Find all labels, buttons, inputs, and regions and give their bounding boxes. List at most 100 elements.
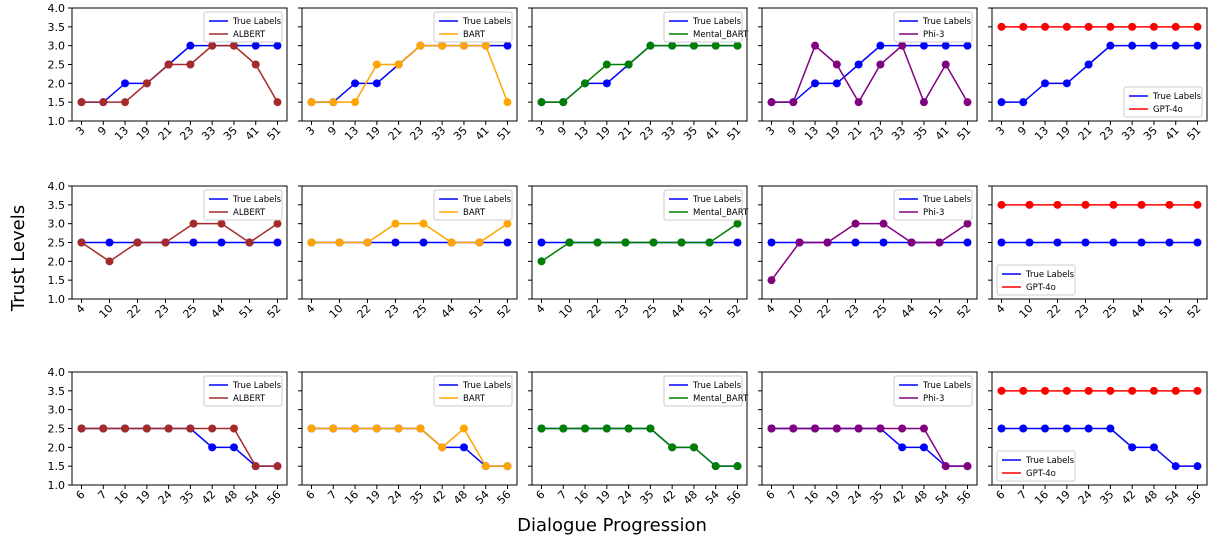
legend-label: BART bbox=[463, 208, 486, 218]
data-point-true-labels bbox=[997, 424, 1006, 433]
data-point-phi-3 bbox=[851, 219, 860, 228]
data-point-gpt-4o bbox=[1193, 386, 1202, 395]
data-point-phi-3 bbox=[963, 462, 972, 471]
data-point-bart bbox=[447, 238, 456, 247]
x-tick-label: 9 bbox=[95, 124, 109, 138]
x-tick-label: 23 bbox=[153, 302, 172, 321]
data-point-true-labels bbox=[1041, 79, 1050, 88]
data-point-mental-bart bbox=[559, 424, 568, 433]
data-point-phi-3 bbox=[963, 219, 972, 228]
series-line-phi-3 bbox=[771, 44, 969, 104]
data-point-true-labels bbox=[963, 238, 972, 247]
x-tick-label: 54 bbox=[1163, 488, 1182, 507]
x-tick-label: 25 bbox=[641, 302, 660, 321]
y-tick-label: 2.0 bbox=[48, 255, 66, 268]
x-tick-label: 52 bbox=[265, 302, 284, 321]
legend-label: BART bbox=[463, 394, 486, 404]
data-point-phi-3 bbox=[795, 238, 804, 247]
data-point-true-labels bbox=[1053, 238, 1062, 247]
data-point-true-labels bbox=[1128, 41, 1137, 50]
x-tick-label: 25 bbox=[181, 302, 200, 321]
subplot-r2-c3: 6 7 16 19 24 35 42 48 54 56 True Labels Phi-3 bbox=[758, 371, 978, 507]
data-point-mental-bart bbox=[668, 443, 677, 452]
data-point-albert bbox=[164, 424, 173, 433]
y-tick-label: 2.5 bbox=[48, 237, 66, 250]
x-tick-label: 24 bbox=[616, 488, 635, 507]
x-tick-label: 35 bbox=[177, 488, 196, 507]
data-point-true-labels bbox=[898, 443, 907, 452]
data-point-gpt-4o bbox=[1128, 22, 1137, 31]
data-point-phi-3 bbox=[898, 41, 907, 50]
data-point-true-labels bbox=[1081, 238, 1090, 247]
data-point-gpt-4o bbox=[1062, 22, 1071, 31]
x-tick-label: 35 bbox=[867, 488, 886, 507]
data-point-phi-3 bbox=[767, 424, 776, 433]
data-point-gpt-4o bbox=[1019, 386, 1028, 395]
x-tick-label: 9 bbox=[785, 124, 799, 138]
data-point-gpt-4o bbox=[1084, 22, 1093, 31]
y-tick-label: 2.5 bbox=[48, 423, 66, 436]
x-tick-label: 51 bbox=[955, 124, 974, 143]
x-tick-label: 48 bbox=[221, 488, 240, 507]
data-point-mental-bart bbox=[537, 98, 546, 107]
legend-label: Phi-3 bbox=[923, 30, 944, 40]
data-point-gpt-4o bbox=[1081, 200, 1090, 209]
series-line-mental-bart bbox=[541, 223, 738, 262]
x-tick-label: 3 bbox=[303, 124, 317, 138]
subplot-r1-c3: 4 10 22 23 25 44 51 52 True Labels Phi-3 bbox=[758, 185, 978, 321]
legend: True Labels BART bbox=[433, 189, 513, 221]
x-tick-label: 21 bbox=[156, 124, 175, 143]
x-tick-label: 52 bbox=[725, 302, 744, 321]
x-tick-label: 13 bbox=[802, 124, 821, 143]
x-tick-label: 3 bbox=[763, 124, 777, 138]
legend: True Labels Mental_BART bbox=[663, 11, 749, 43]
legend-label: BART bbox=[463, 30, 486, 40]
data-point-true-labels bbox=[251, 41, 260, 50]
x-tick-label: 16 bbox=[802, 488, 821, 507]
x-tick-label: 44 bbox=[1129, 302, 1148, 321]
x-tick-label: 13 bbox=[112, 124, 131, 143]
data-point-true-labels bbox=[503, 238, 512, 247]
data-point-bart bbox=[503, 462, 512, 471]
data-point-gpt-4o bbox=[1165, 200, 1174, 209]
data-point-true-labels bbox=[1106, 424, 1115, 433]
legend-label: True Labels bbox=[462, 17, 512, 27]
x-tick-label: 33 bbox=[199, 124, 218, 143]
x-tick-label: 51 bbox=[237, 302, 256, 321]
y-tick-label: 1.0 bbox=[48, 115, 66, 128]
x-tick-label: 22 bbox=[585, 302, 604, 321]
y-tick-label: 4.0 bbox=[48, 180, 66, 193]
x-tick-label: 35 bbox=[221, 124, 240, 143]
x-tick-label: 44 bbox=[439, 302, 458, 321]
y-tick-label: 1.5 bbox=[48, 274, 66, 287]
data-point-true-labels bbox=[1171, 41, 1180, 50]
legend: True Labels Phi-3 bbox=[893, 189, 973, 221]
y-tick-label: 3.0 bbox=[48, 218, 66, 231]
x-tick-label: 51 bbox=[1157, 302, 1176, 321]
y-tick-label: 3.5 bbox=[48, 21, 66, 34]
data-point-phi-3 bbox=[789, 424, 798, 433]
data-point-mental-bart bbox=[537, 424, 546, 433]
data-point-true-labels bbox=[997, 98, 1006, 107]
x-tick-label: 23 bbox=[383, 302, 402, 321]
data-point-bart bbox=[329, 424, 338, 433]
data-point-bart bbox=[459, 424, 468, 433]
x-tick-label: 54 bbox=[703, 488, 722, 507]
data-point-albert bbox=[77, 238, 86, 247]
x-tick-label: 6 bbox=[303, 488, 317, 502]
x-tick-label: 25 bbox=[411, 302, 430, 321]
data-point-mental-bart bbox=[646, 424, 655, 433]
x-tick-label: 48 bbox=[681, 488, 700, 507]
series-line-true-labels bbox=[1001, 44, 1198, 103]
series-line-phi-3 bbox=[771, 427, 968, 467]
x-tick-label: 3 bbox=[533, 124, 547, 138]
data-point-albert bbox=[164, 60, 173, 69]
data-point-albert bbox=[273, 219, 282, 228]
data-point-true-labels bbox=[121, 79, 130, 88]
x-tick-label: 41 bbox=[473, 124, 492, 143]
legend-label: True Labels bbox=[922, 381, 972, 391]
x-tick-label: 41 bbox=[703, 124, 722, 143]
legend: True Labels Phi-3 bbox=[893, 375, 973, 407]
y-tick-label: 3.5 bbox=[48, 385, 66, 398]
x-tick-label: 42 bbox=[889, 488, 908, 507]
